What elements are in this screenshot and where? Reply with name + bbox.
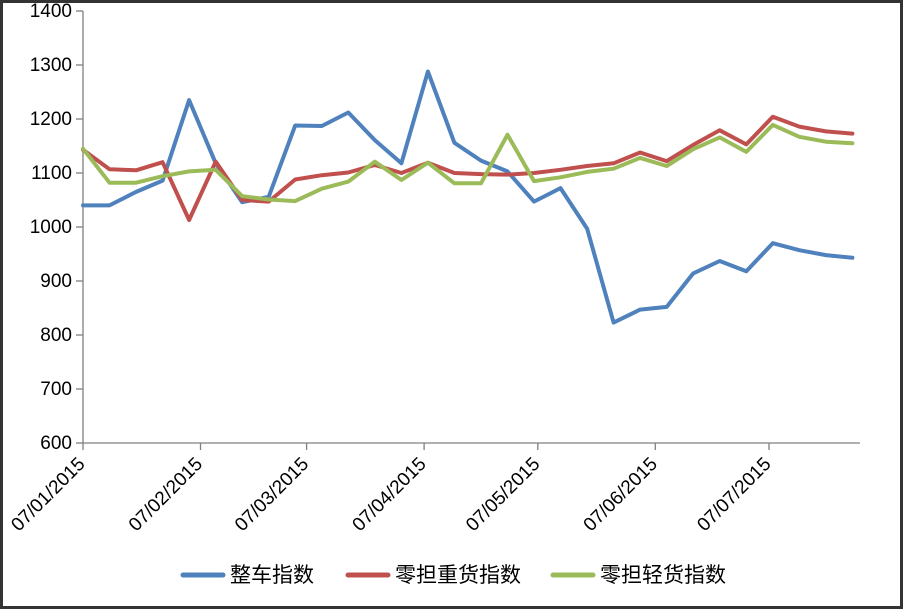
y-axis-tick-label: 1400: [30, 3, 72, 22]
y-axis-tick-label: 600: [40, 433, 72, 454]
x-axis-tick-label: 07/02/2015: [125, 454, 207, 536]
x-axis-tick-label: 07/01/2015: [7, 454, 89, 536]
y-axis-tick-label: 900: [40, 271, 72, 292]
x-axis-tick-label: 07/06/2015: [580, 454, 662, 536]
series-line-ltl-light-index: [81, 122, 855, 204]
y-axis-tick-label: 800: [40, 325, 72, 346]
x-axis-tick-label: 07/07/2015: [693, 454, 775, 536]
legend-label-ltl-light-index: 零担轻货指数: [600, 564, 726, 587]
series-line-full-truck-index: [81, 69, 855, 325]
y-axis-tick-label: 1000: [30, 217, 72, 238]
y-axis-tick-label: 1300: [30, 55, 72, 76]
x-axis-tick-label: 07/03/2015: [231, 454, 313, 536]
series-line-ltl-heavy-index: [81, 114, 855, 222]
x-axis-tick-label: 07/04/2015: [349, 454, 431, 536]
y-axis-tick-label: 1100: [31, 163, 72, 184]
y-axis-tick-label: 1200: [30, 109, 72, 130]
y-axis-tick-label: 700: [40, 379, 72, 400]
x-axis-tick-label: 07/05/2015: [462, 454, 544, 536]
legend-label-full-truck-index: 整车指数: [230, 564, 314, 587]
legend-label-ltl-heavy-index: 零担重货指数: [395, 564, 521, 587]
chart-canvas: 600 700 800 900 1000 1100 1200 1300 1400 07/01/20…: [7, 3, 860, 587]
